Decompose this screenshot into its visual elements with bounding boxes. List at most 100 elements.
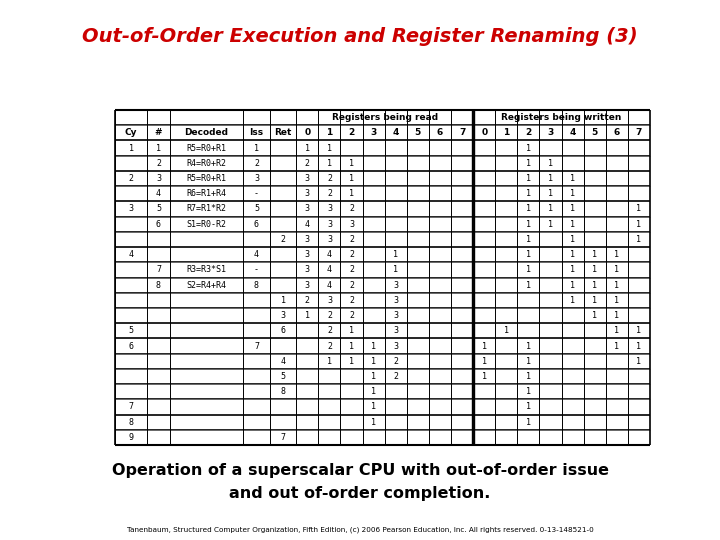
Text: 1: 1	[570, 205, 575, 213]
Text: 6: 6	[613, 129, 620, 137]
Text: 3: 3	[305, 265, 310, 274]
Text: 1: 1	[526, 357, 531, 366]
Text: Ret: Ret	[274, 129, 292, 137]
Text: 1: 1	[614, 296, 619, 305]
Text: 4: 4	[327, 265, 332, 274]
Text: 1: 1	[526, 341, 531, 350]
Text: 1: 1	[526, 205, 531, 213]
Text: 7: 7	[156, 265, 161, 274]
Text: 4: 4	[305, 220, 310, 229]
Text: 1: 1	[548, 205, 553, 213]
Text: 3: 3	[327, 296, 332, 305]
Text: R5=R0+R1: R5=R0+R1	[186, 144, 226, 153]
Text: 3: 3	[349, 220, 354, 229]
Text: 2: 2	[349, 205, 354, 213]
Text: 2: 2	[156, 159, 161, 168]
Text: 3: 3	[327, 235, 332, 244]
Text: 8: 8	[281, 387, 286, 396]
Text: 2: 2	[305, 159, 310, 168]
Text: 2: 2	[349, 235, 354, 244]
Text: 8: 8	[156, 281, 161, 289]
Text: 5: 5	[129, 326, 134, 335]
Text: 1: 1	[526, 417, 531, 427]
Text: #: #	[155, 129, 162, 137]
Text: 6: 6	[281, 326, 286, 335]
Text: 2: 2	[349, 281, 354, 289]
Text: 1: 1	[482, 357, 487, 366]
Text: 1: 1	[503, 129, 510, 137]
Text: 8: 8	[254, 281, 259, 289]
Text: 7: 7	[281, 433, 286, 442]
Text: 1: 1	[548, 174, 553, 183]
Text: 1: 1	[570, 220, 575, 229]
Text: 3: 3	[393, 296, 398, 305]
Text: 2: 2	[349, 311, 354, 320]
Text: 1: 1	[614, 326, 619, 335]
Text: 6: 6	[254, 220, 259, 229]
Text: 2: 2	[349, 265, 354, 274]
Text: 1: 1	[526, 265, 531, 274]
Text: 7: 7	[129, 402, 134, 411]
Text: 1: 1	[305, 144, 310, 153]
Text: R7=R1*R2: R7=R1*R2	[186, 205, 226, 213]
Text: 1: 1	[371, 417, 376, 427]
Text: 3: 3	[327, 205, 332, 213]
Text: 3: 3	[393, 281, 398, 289]
Text: 1: 1	[636, 326, 642, 335]
Text: 6: 6	[129, 341, 134, 350]
Text: 3: 3	[305, 235, 310, 244]
Text: 3: 3	[305, 281, 310, 289]
Text: 5: 5	[254, 205, 259, 213]
Text: Tanenbaum, Structured Computer Organization, Fifth Edition, (c) 2006 Pearson Edu: Tanenbaum, Structured Computer Organizat…	[127, 526, 593, 534]
Text: 1: 1	[526, 189, 531, 198]
Text: 2: 2	[305, 296, 310, 305]
Text: 3: 3	[305, 250, 310, 259]
Text: 1: 1	[305, 311, 310, 320]
Text: 1: 1	[327, 144, 332, 153]
Text: 1: 1	[570, 281, 575, 289]
Text: S1=R0-R2: S1=R0-R2	[186, 220, 226, 229]
Text: 1: 1	[349, 174, 354, 183]
Text: 2: 2	[327, 326, 332, 335]
Text: Iss: Iss	[249, 129, 264, 137]
Text: 1: 1	[504, 326, 509, 335]
Text: 1: 1	[129, 144, 134, 153]
Text: Operation of a superscalar CPU with out-of-order issue
and out of-order completi: Operation of a superscalar CPU with out-…	[112, 463, 608, 501]
Text: 1: 1	[526, 174, 531, 183]
Text: 1: 1	[526, 144, 531, 153]
Text: 1: 1	[570, 189, 575, 198]
Text: 4: 4	[156, 189, 161, 198]
Text: R3=R3*S1: R3=R3*S1	[186, 265, 226, 274]
Text: 2: 2	[281, 235, 286, 244]
Text: Registers being written: Registers being written	[501, 113, 622, 122]
Text: 2: 2	[349, 250, 354, 259]
Text: 1: 1	[526, 281, 531, 289]
Text: Out-of-Order Execution and Register Renaming (3): Out-of-Order Execution and Register Rena…	[82, 28, 638, 46]
Text: 2: 2	[526, 129, 531, 137]
Text: 2: 2	[327, 311, 332, 320]
Text: S2=R4+R4: S2=R4+R4	[186, 281, 226, 289]
Text: 0: 0	[305, 129, 310, 137]
Text: 5: 5	[156, 205, 161, 213]
Text: 1: 1	[614, 311, 619, 320]
Text: 3: 3	[393, 326, 398, 335]
Text: 1: 1	[349, 326, 354, 335]
Text: 1: 1	[593, 250, 597, 259]
Text: 1: 1	[593, 311, 597, 320]
Text: 4: 4	[254, 250, 259, 259]
Text: R5=R0+R1: R5=R0+R1	[186, 174, 226, 183]
Text: 3: 3	[156, 174, 161, 183]
Text: 7: 7	[254, 341, 259, 350]
Text: 1: 1	[371, 387, 376, 396]
Text: 4: 4	[281, 357, 286, 366]
Text: 1: 1	[548, 189, 553, 198]
Text: Registers being read: Registers being read	[332, 113, 438, 122]
Text: 1: 1	[570, 250, 575, 259]
Text: 1: 1	[482, 372, 487, 381]
Text: 1: 1	[636, 220, 642, 229]
Text: 3: 3	[305, 205, 310, 213]
Text: 8: 8	[129, 417, 134, 427]
Text: Decoded: Decoded	[184, 129, 228, 137]
Text: 1: 1	[614, 281, 619, 289]
Text: 1: 1	[614, 265, 619, 274]
